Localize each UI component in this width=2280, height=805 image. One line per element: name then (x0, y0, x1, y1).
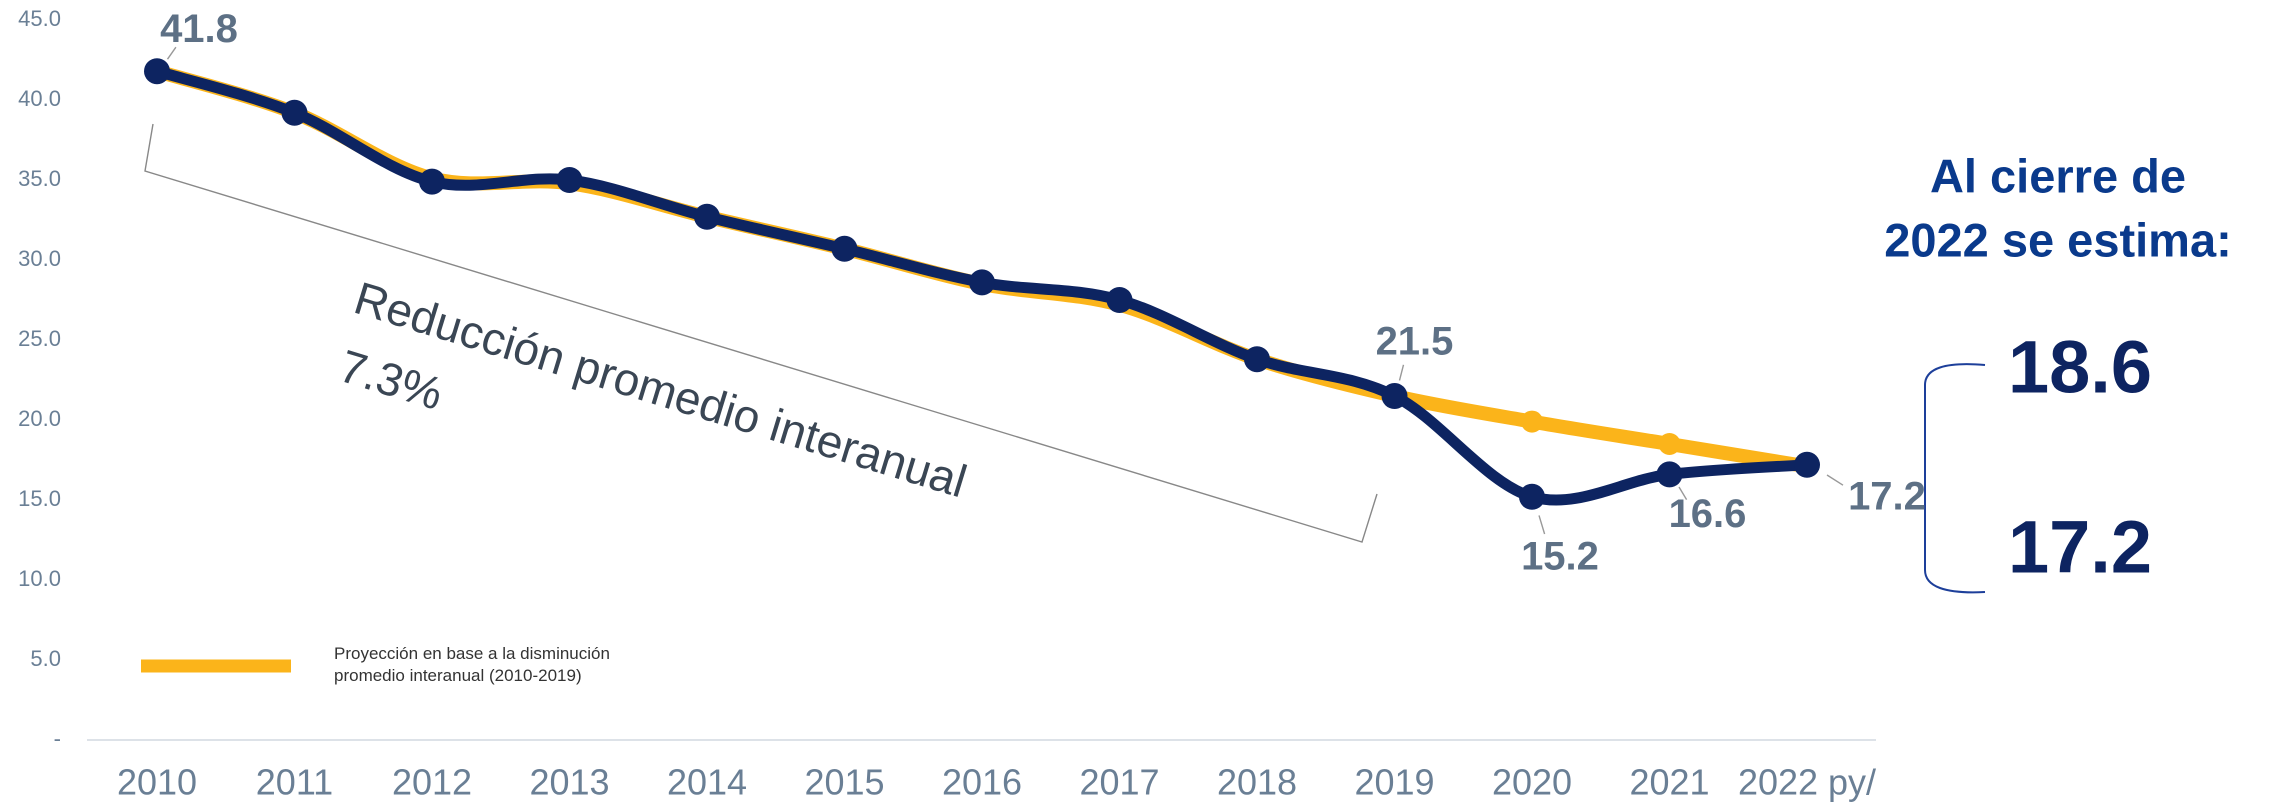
x-tick-label: 2019 (1354, 762, 1434, 803)
annotation-value: 17.2 (2008, 506, 2152, 589)
leader-line (1678, 486, 1688, 500)
point (1244, 346, 1270, 373)
point (1519, 483, 1545, 510)
leader-line (1538, 515, 1546, 535)
leader-line (166, 46, 177, 60)
y-tick-label: 10.0 (18, 566, 61, 591)
point (1106, 287, 1133, 313)
point (1794, 451, 1820, 478)
point (1656, 461, 1683, 488)
annotation: 7.3% (334, 339, 449, 419)
y-tick-label: 35.0 (18, 166, 61, 191)
leader-line (1826, 474, 1844, 486)
y-tick-label: 20.0 (18, 406, 61, 431)
y-tick-label: 40.0 (18, 86, 61, 111)
legend-label: Proyección en base a la disminución prom… (334, 644, 610, 685)
data-label: 17.2 (1848, 474, 1926, 518)
data-label: 21.5 (1376, 320, 1454, 364)
point (694, 203, 720, 230)
x-tick-label: 2020 (1492, 762, 1572, 803)
data-label: 15.2 (1521, 534, 1599, 578)
y-tick-label: 45.0 (18, 6, 61, 31)
point (281, 99, 308, 126)
annotation-value: 18.6 (2008, 326, 2152, 409)
point (556, 167, 583, 193)
x-tick-label: 2012 (392, 762, 472, 803)
y-tick-label: 25.0 (18, 326, 61, 351)
point (1381, 383, 1408, 409)
bracket (1924, 363, 1986, 594)
x-tick-label: 2015 (804, 762, 884, 803)
y-tick-label: - (54, 726, 61, 751)
annotation-title: 2022 se estima: (1884, 213, 2232, 266)
point (1521, 410, 1543, 433)
x-tick-label: 2016 (942, 762, 1022, 803)
data-label: 16.6 (1669, 492, 1747, 536)
x-tick-label: 2013 (529, 762, 609, 803)
x-tick-label: 2010 (117, 762, 197, 803)
point (831, 235, 858, 262)
x-tick-label: 2011 (256, 762, 333, 803)
data-label: 41.8 (160, 7, 238, 51)
point (969, 269, 995, 296)
x-tick-label: 2017 (1079, 762, 1159, 803)
x-tick-label: 2021 (1629, 762, 1709, 803)
point (1658, 433, 1681, 455)
leader-line (1398, 364, 1405, 381)
annotation-text: 7.3% (334, 339, 449, 419)
x-tick-label: 2014 (667, 762, 747, 803)
y-tick-label: 5.0 (30, 646, 61, 671)
point (144, 58, 170, 85)
point (419, 168, 445, 195)
x-tick-label: 2022 py/ (1738, 762, 1876, 803)
bracket (144, 123, 1378, 543)
x-tick-label: 2018 (1217, 762, 1297, 803)
y-tick-label: 30.0 (18, 246, 61, 271)
y-tick-label: 15.0 (18, 486, 61, 511)
annotation-title: Al cierre de (1930, 149, 2186, 202)
